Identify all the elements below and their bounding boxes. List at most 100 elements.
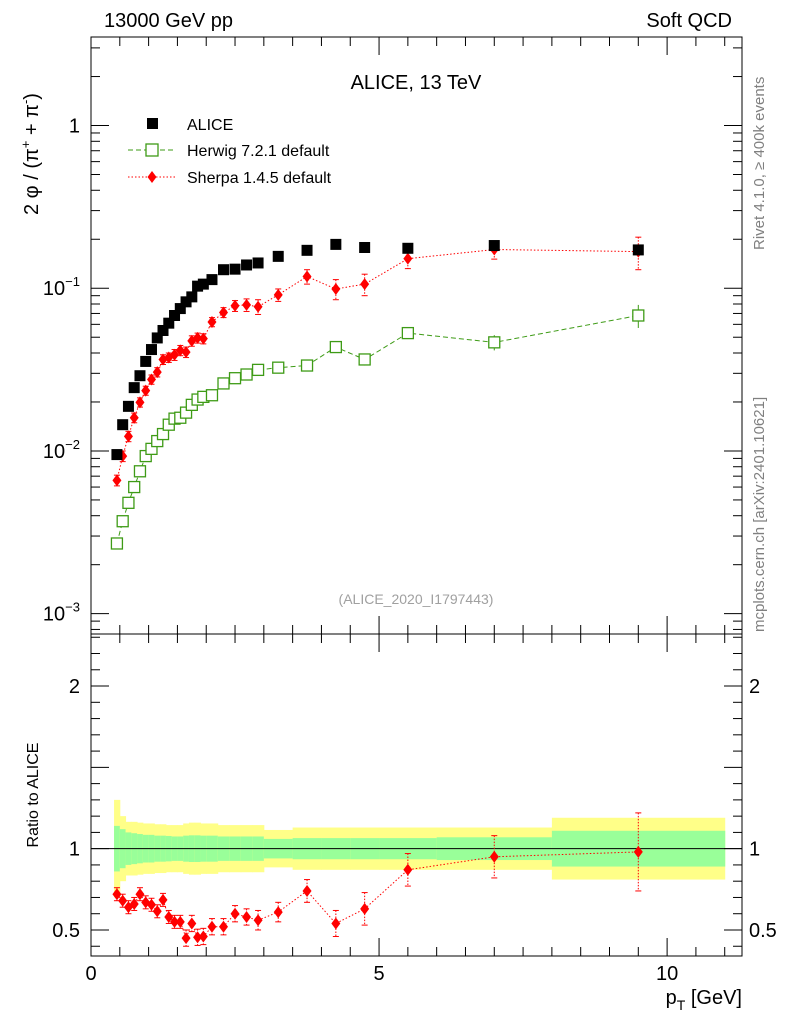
herwig-point bbox=[329, 340, 342, 354]
ratio-axis-ticks bbox=[90, 634, 742, 956]
legend-label-alice: ALICE bbox=[187, 117, 233, 134]
ratio-y-tick-label-right: 2 bbox=[749, 676, 760, 698]
ratio-sherpa-point bbox=[331, 917, 341, 930]
alice-point bbox=[272, 250, 284, 262]
alice-point bbox=[402, 242, 414, 254]
herwig-point bbox=[272, 361, 285, 374]
ratio-sherpa-point bbox=[273, 906, 283, 919]
ratio-sherpa-point bbox=[118, 894, 128, 907]
alice-point bbox=[111, 449, 123, 461]
x-tick-labels: 0 5 10 bbox=[85, 963, 678, 985]
ratio-sherpa-point bbox=[129, 897, 139, 910]
alice-point bbox=[206, 274, 218, 286]
header-right: Soft QCD bbox=[646, 10, 732, 32]
ratio-sherpa-point bbox=[302, 884, 312, 897]
sherpa-point bbox=[360, 278, 370, 291]
legend-label-sherpa: Sherpa 1.4.5 default bbox=[187, 170, 332, 187]
ratio-y-tick-label-left: 0.5 bbox=[52, 920, 80, 942]
ratio-sherpa-point bbox=[360, 902, 370, 915]
alice-point bbox=[151, 332, 163, 344]
sherpa-point bbox=[193, 331, 203, 344]
ratio-y-tick-label-right: 0.5 bbox=[749, 920, 777, 942]
ratio-frame bbox=[90, 633, 743, 957]
alice-point bbox=[163, 317, 175, 329]
ratio-sherpa-point bbox=[219, 920, 229, 933]
alice-point bbox=[252, 257, 264, 269]
alice-point bbox=[488, 240, 500, 252]
ratio-sherpa-point bbox=[253, 914, 263, 927]
herwig-point bbox=[128, 480, 141, 494]
main-y-tick-label: 1 bbox=[69, 116, 80, 138]
alice-point bbox=[117, 419, 129, 431]
main-y-tick-label: 10−3 bbox=[43, 600, 80, 626]
ratio-sherpa-point bbox=[158, 893, 168, 906]
alice-point bbox=[192, 280, 204, 292]
herwig-point bbox=[133, 465, 147, 478]
alice-point bbox=[241, 259, 253, 271]
herwig-point bbox=[228, 372, 242, 385]
ratio-sherpa-point bbox=[164, 910, 174, 923]
alice-point bbox=[169, 309, 181, 321]
herwig-point bbox=[401, 326, 415, 340]
legend: ALICE Herwig 7.2.1 default Sherpa 1.4.5 … bbox=[128, 117, 332, 187]
alice-point bbox=[140, 355, 152, 367]
legend-marker-sherpa bbox=[147, 171, 157, 183]
herwig-point bbox=[217, 377, 230, 390]
ratio-sherpa-point bbox=[207, 920, 217, 933]
x-tick-label: 5 bbox=[373, 963, 384, 985]
plot-title: ALICE, 13 TeV bbox=[351, 72, 482, 94]
alice-point bbox=[186, 291, 198, 303]
alice-point bbox=[632, 244, 644, 256]
sherpa-point bbox=[123, 430, 133, 443]
header-left: 13000 GeV pp bbox=[104, 10, 233, 32]
ratio-sherpa-point bbox=[403, 863, 413, 876]
alice-point bbox=[180, 296, 192, 308]
ratio-sherpa-point bbox=[175, 915, 185, 928]
main-plot-panel: 10−3 10−2 10−1 1 ALICE, 13 TeV (ALICE_2020_… bbox=[18, 36, 743, 635]
sherpa-point bbox=[403, 252, 413, 265]
sherpa-point bbox=[273, 288, 283, 301]
main-y-axis-label: 2 φ / (π+ + π-) bbox=[18, 93, 43, 215]
alice-point bbox=[128, 382, 140, 394]
rivet-label: Rivet 4.1.0, ≥ 400k events bbox=[751, 77, 768, 250]
ratio-y-tick-label-right: 1 bbox=[749, 839, 760, 861]
herwig-line bbox=[116, 315, 639, 544]
alice-point bbox=[218, 264, 230, 276]
sherpa-point bbox=[331, 282, 341, 295]
legend-label-herwig: Herwig 7.2.1 default bbox=[187, 143, 330, 160]
sherpa-point bbox=[219, 306, 229, 319]
main-series-layer bbox=[110, 236, 645, 550]
alice-point bbox=[134, 370, 146, 382]
sherpa-point bbox=[152, 366, 162, 379]
ratio-sherpa-point bbox=[193, 931, 203, 944]
analysis-watermark: (ALICE_2020_I1797443) bbox=[339, 591, 494, 607]
ratio-y-tick-labels: 0.5 0.5 1 1 2 2 bbox=[52, 676, 777, 942]
alice-point bbox=[122, 400, 134, 412]
sherpa-point bbox=[170, 348, 180, 361]
legend-marker-herwig bbox=[145, 143, 159, 157]
alice-point bbox=[174, 303, 186, 315]
ratio-plot-panel: 0.5 0.5 1 1 2 2 0 5 10 Ratio to ALICE pT [GeV] bbox=[25, 633, 777, 1013]
sherpa-point bbox=[207, 316, 217, 329]
ratio-sherpa-point bbox=[146, 898, 156, 911]
alice-point bbox=[157, 324, 169, 336]
sherpa-point bbox=[135, 396, 145, 409]
herwig-point bbox=[122, 496, 135, 509]
sherpa-point bbox=[112, 474, 122, 487]
x-axis-label: pT [GeV] bbox=[666, 987, 742, 1013]
sherpa-point bbox=[146, 373, 156, 386]
x-tick-label: 10 bbox=[656, 963, 678, 985]
ratio-sherpa-point bbox=[633, 845, 643, 858]
main-y-tick-labels: 10−3 10−2 10−1 1 bbox=[43, 116, 80, 626]
sherpa-point bbox=[198, 332, 208, 345]
ratio-sherpa-point bbox=[170, 915, 180, 928]
ratio-sherpa-line bbox=[116, 851, 639, 940]
herwig-point bbox=[300, 359, 314, 372]
sherpa-point bbox=[141, 384, 151, 397]
ratio-sherpa-point bbox=[152, 905, 162, 918]
ratio-sherpa-point bbox=[242, 910, 252, 923]
herwig-point bbox=[251, 363, 265, 377]
herwig-point bbox=[488, 336, 501, 349]
ratio-y-tick-label-left: 1 bbox=[69, 839, 80, 861]
ratio-sherpa-point bbox=[187, 917, 197, 930]
